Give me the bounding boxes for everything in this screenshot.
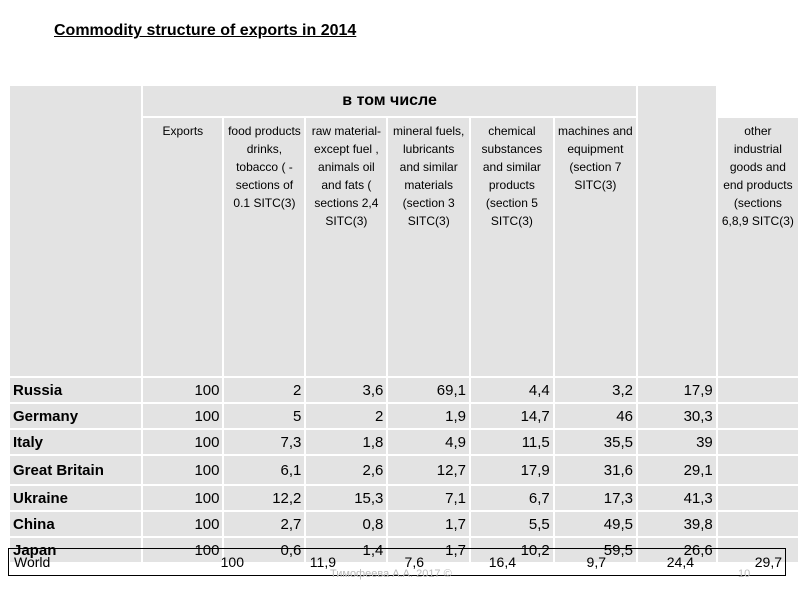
value-cell: 46 xyxy=(554,404,636,428)
value-cell: 39,8 xyxy=(637,512,716,536)
value-cell: 2,7 xyxy=(224,512,305,536)
world-value: 16,4 xyxy=(488,554,516,570)
col-header-exports: Exports xyxy=(143,118,223,376)
country-cell: Italy xyxy=(10,430,142,454)
value-cell: 11,5 xyxy=(470,430,553,454)
value-cell: 4,9 xyxy=(388,430,469,454)
table-body: Russia 100 2 3,6 69,1 4,4 3,2 17,9 Germany 100 5 2 1… xyxy=(10,378,798,562)
value-cell: 17,9 xyxy=(637,378,716,402)
col-header-mineral-fuels: mineral fuels, lubricants and similar ma… xyxy=(388,118,469,376)
row-spacer xyxy=(717,456,798,484)
country-cell: Japan xyxy=(10,538,142,562)
col-header-chemical: chemical substances and similar products… xyxy=(470,118,553,376)
value-cell: 5 xyxy=(224,404,305,428)
value-cell: 0,8 xyxy=(306,512,387,536)
value-cell: 100 xyxy=(143,378,223,402)
row-spacer xyxy=(717,486,798,510)
table-row: Great Britain 100 6,1 2,6 12,7 17,9 31,6 29,1 xyxy=(10,456,798,484)
value-cell: 6,1 xyxy=(224,456,305,484)
value-cell: 35,5 xyxy=(554,430,636,454)
value-cell: 7,1 xyxy=(388,486,469,510)
value-cell: 14,7 xyxy=(470,404,553,428)
row-spacer xyxy=(717,430,798,454)
col-header-raw-material: raw material- except fuel , animals oil … xyxy=(306,118,387,376)
world-country: World xyxy=(14,554,51,570)
country-cell: Germany xyxy=(10,404,142,428)
corner-cell xyxy=(10,86,142,376)
value-cell: 100 xyxy=(143,404,223,428)
value-cell: 100 xyxy=(143,486,223,510)
world-row-left-border xyxy=(8,548,9,576)
country-cell: Ukraine xyxy=(10,486,142,510)
value-cell: 5,5 xyxy=(470,512,553,536)
value-cell: 100 xyxy=(143,456,223,484)
world-row-top-border xyxy=(8,548,786,549)
world-value: 9,7 xyxy=(586,554,606,570)
value-cell: 12,2 xyxy=(224,486,305,510)
value-cell: 26,6 xyxy=(637,538,716,562)
value-cell: 2 xyxy=(224,378,305,402)
page-title: Commodity structure of exports in 2014 xyxy=(54,22,357,39)
col-header-machines: machines and equipment (section 7 SITC(3… xyxy=(554,118,636,376)
table-row: Russia 100 2 3,6 69,1 4,4 3,2 17,9 xyxy=(10,378,798,402)
row-spacer xyxy=(717,404,798,428)
world-row: World 100 11,9 7,6 16,4 9,7 24,4 29,7 xyxy=(8,548,786,576)
value-cell: 3,6 xyxy=(306,378,387,402)
table-row: Italy 100 7,3 1,8 4,9 11,5 35,5 39 xyxy=(10,430,798,454)
row-spacer xyxy=(717,378,798,402)
world-row-bottom-border xyxy=(8,575,786,576)
value-cell: 1,4 xyxy=(306,538,387,562)
value-cell: 1,8 xyxy=(306,430,387,454)
row-spacer xyxy=(717,512,798,536)
country-cell: Great Britain xyxy=(10,456,142,484)
value-cell: 100 xyxy=(143,538,223,562)
value-cell: 100 xyxy=(143,512,223,536)
value-cell: 29,1 xyxy=(637,456,716,484)
country-cell: China xyxy=(10,512,142,536)
value-cell: 59,5 xyxy=(554,538,636,562)
value-cell: 2 xyxy=(306,404,387,428)
value-cell: 49,5 xyxy=(554,512,636,536)
value-cell: 17,9 xyxy=(470,456,553,484)
page-number: 10 xyxy=(738,568,751,580)
value-cell: 4,4 xyxy=(470,378,553,402)
col-header-other: other industrial goods and end products … xyxy=(717,118,798,376)
value-cell: 10,2 xyxy=(470,538,553,562)
table-row: Ukraine 100 12,2 15,3 7,1 6,7 17,3 41,3 xyxy=(10,486,798,510)
value-cell: 31,6 xyxy=(554,456,636,484)
value-cell: 2,6 xyxy=(306,456,387,484)
world-value: 11,9 xyxy=(309,554,336,570)
column-header-row: Exports food products drinks, tobacco ( … xyxy=(10,118,798,376)
value-cell: 1,9 xyxy=(388,404,469,428)
footer-text: Тимофеева А.А. 2017 © xyxy=(330,568,452,580)
col-header-food: food products drinks, tobacco ( - sectio… xyxy=(224,118,305,376)
table-row: Japan 100 0,6 1,4 1,7 10,2 59,5 26,6 xyxy=(10,538,798,562)
header-spacer xyxy=(637,86,716,376)
world-row-right-border xyxy=(785,548,786,576)
value-cell: 15,3 xyxy=(306,486,387,510)
value-cell: 12,7 xyxy=(388,456,469,484)
value-cell: 1,7 xyxy=(388,512,469,536)
table-row: Germany 100 5 2 1,9 14,7 46 30,3 xyxy=(10,404,798,428)
world-value: 24,4 xyxy=(666,554,694,570)
value-cell: 41,3 xyxy=(637,486,716,510)
group-header: в том числе xyxy=(143,86,636,116)
country-cell: Russia xyxy=(10,378,142,402)
value-cell: 17,3 xyxy=(554,486,636,510)
value-cell: 3,2 xyxy=(554,378,636,402)
export-structure-table: в том числе Exports food products drinks… xyxy=(8,84,800,564)
value-cell: 39 xyxy=(637,430,716,454)
value-cell: 6,7 xyxy=(470,486,553,510)
value-cell: 0,6 xyxy=(224,538,305,562)
world-value: 29,7 xyxy=(754,554,782,570)
value-cell: 30,3 xyxy=(637,404,716,428)
value-cell: 7,3 xyxy=(224,430,305,454)
value-cell: 1,7 xyxy=(388,538,469,562)
world-value: 100 xyxy=(220,554,244,570)
row-spacer xyxy=(717,538,798,562)
table-row: China 100 2,7 0,8 1,7 5,5 49,5 39,8 xyxy=(10,512,798,536)
value-cell: 69,1 xyxy=(388,378,469,402)
value-cell: 100 xyxy=(143,430,223,454)
world-value: 7,6 xyxy=(404,554,424,570)
